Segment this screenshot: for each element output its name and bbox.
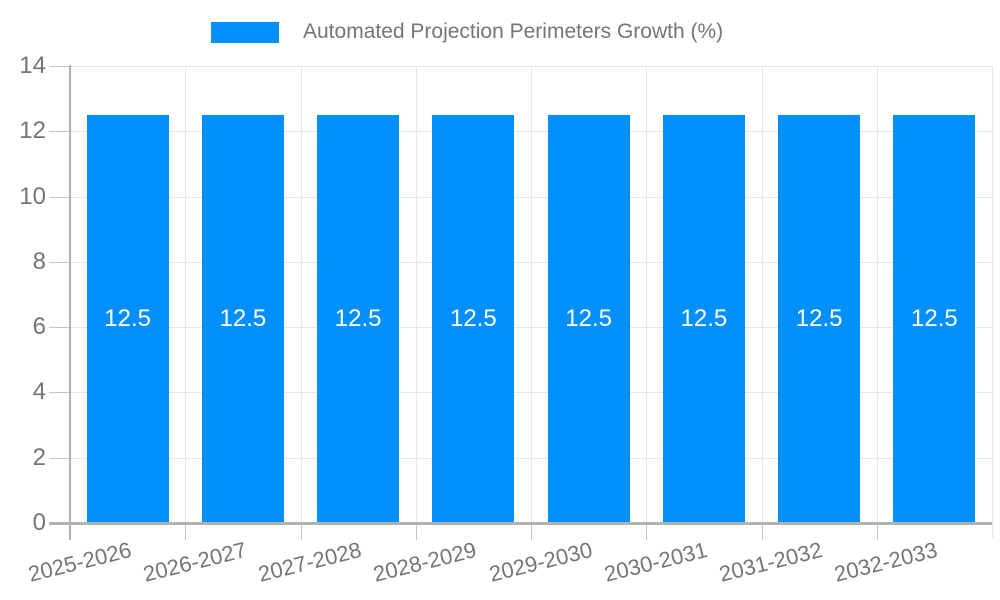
y-tick-label: 8 <box>32 247 46 275</box>
y-tick-label: 12 <box>19 117 46 145</box>
bar-value-label: 12.5 <box>565 304 612 332</box>
x-tick-mark <box>646 525 648 540</box>
gridline-vertical <box>761 66 763 523</box>
bar-value-label: 12.5 <box>450 304 497 332</box>
gridline-vertical <box>415 66 417 523</box>
bar <box>86 114 169 522</box>
x-tick-mark <box>531 525 532 540</box>
y-tick-label: 0 <box>32 509 46 536</box>
bar <box>547 114 630 522</box>
gridline-vertical <box>185 66 187 523</box>
plot-right-border <box>992 66 993 538</box>
x-tick-mark <box>300 525 302 540</box>
legend-swatch <box>211 22 279 43</box>
y-tick-label: 14 <box>19 52 46 79</box>
x-tick-mark <box>876 525 878 540</box>
y-axis-line <box>69 65 71 540</box>
y-tick-mark <box>49 131 70 133</box>
legend-label: Automated Projection Perimeters Growth (… <box>303 20 724 43</box>
gridline-vertical <box>646 66 648 523</box>
bar-value-label: 12.5 <box>219 304 267 332</box>
y-tick-label: 6 <box>32 313 46 341</box>
y-tick-label: 10 <box>19 182 46 210</box>
bar <box>778 114 861 522</box>
x-tick-mark <box>415 525 417 540</box>
gridline-vertical <box>531 66 532 523</box>
y-tick-label: 2 <box>32 443 46 471</box>
gridline-vertical <box>876 66 878 523</box>
bar-value-label: 12.5 <box>334 304 382 332</box>
y-tick-mark <box>49 261 70 263</box>
bar-value-label: 12.5 <box>795 304 843 332</box>
gridline-vertical <box>300 66 302 523</box>
y-tick-mark <box>49 66 70 67</box>
bar-value-label: 12.5 <box>911 304 958 332</box>
bar <box>662 114 745 522</box>
bar <box>432 114 515 522</box>
bar <box>201 114 284 522</box>
x-tick-mark <box>761 525 763 540</box>
x-axis-line <box>49 522 992 525</box>
bar <box>893 114 976 522</box>
bar <box>317 114 400 522</box>
legend: Automated Projection Perimeters Growth (… <box>211 19 723 45</box>
bar-value-label: 12.5 <box>104 304 151 332</box>
y-tick-mark <box>49 392 70 394</box>
bar-value-label: 12.5 <box>680 304 728 332</box>
y-tick-mark <box>49 327 70 329</box>
y-tick-label: 4 <box>32 378 46 406</box>
x-tick-mark <box>185 525 187 540</box>
y-tick-mark <box>49 196 70 198</box>
y-tick-mark <box>49 457 70 459</box>
